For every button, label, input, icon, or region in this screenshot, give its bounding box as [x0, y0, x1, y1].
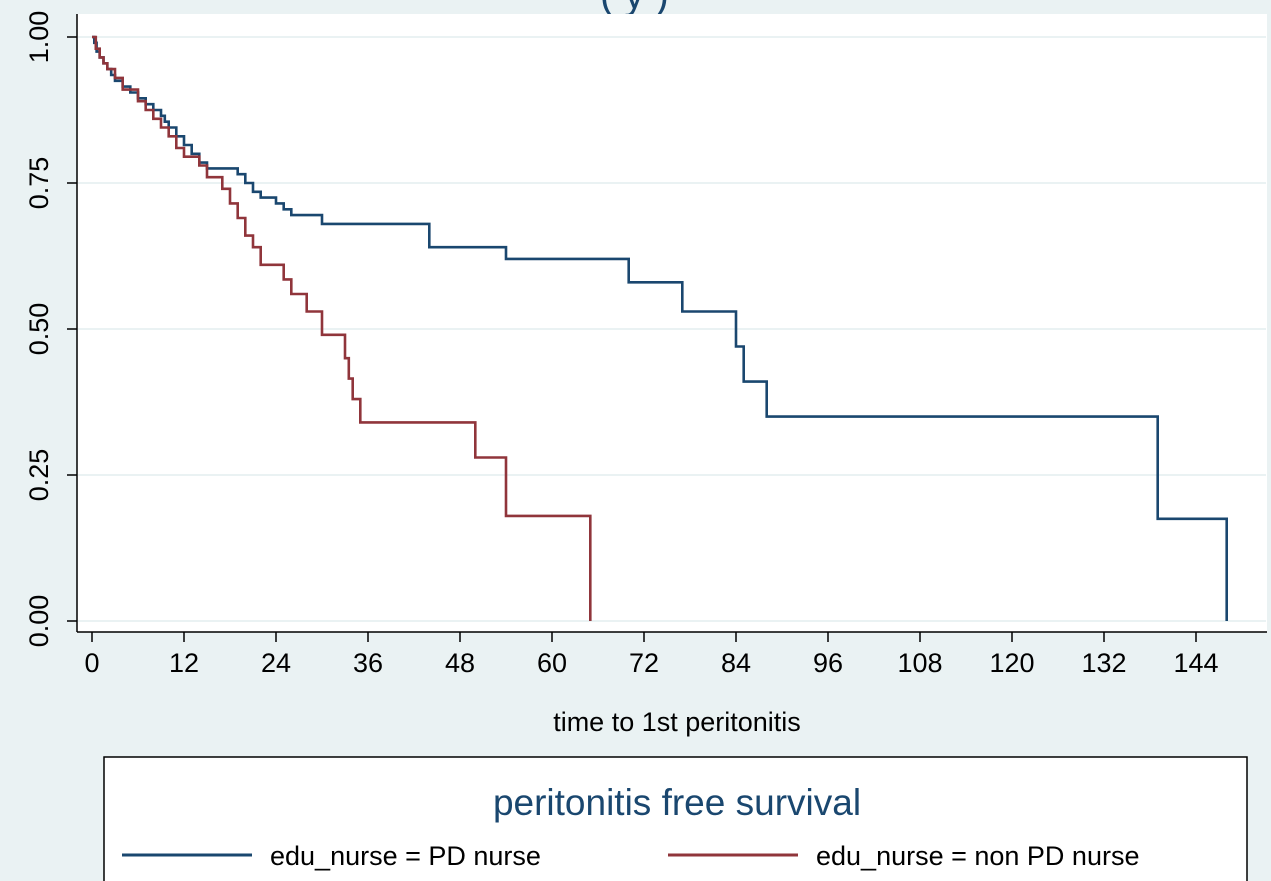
y-tick-label-0: 0.00 — [24, 595, 54, 648]
x-tick-label-9: 108 — [897, 648, 942, 678]
plot-area — [77, 14, 1267, 632]
legend-title: peritonitis free survival — [493, 782, 861, 823]
x-tick-label-7: 84 — [721, 648, 751, 678]
y-tick-label-2: 0.50 — [24, 303, 54, 356]
x-tick-label-1: 12 — [169, 648, 199, 678]
y-axis-ticks: 0.00 0.25 0.50 0.75 1.00 — [24, 11, 77, 648]
series-line-0 — [92, 35, 1228, 621]
x-tick-label-10: 120 — [989, 648, 1034, 678]
x-tick-label-3: 36 — [353, 648, 383, 678]
y-tick-label-1: 0.25 — [24, 449, 54, 502]
y-tick-label-3: 0.75 — [24, 157, 54, 210]
x-tick-label-2: 24 — [261, 648, 291, 678]
x-tick-label-11: 132 — [1081, 648, 1126, 678]
x-tick-label-4: 48 — [445, 648, 475, 678]
legend-box — [103, 756, 1248, 881]
legend-label-pd-nurse: edu_nurse = PD nurse — [270, 841, 541, 871]
x-axis-ticks: 0 12 24 36 48 60 72 84 96 108 120 132 144 — [84, 632, 1219, 678]
x-axis-title: time to 1st peritonitis — [553, 707, 801, 737]
x-tick-label-12: 144 — [1173, 648, 1218, 678]
legend-label-non-pd-nurse: edu_nurse = non PD nurse — [816, 841, 1139, 871]
survival-curves — [92, 35, 1228, 621]
x-tick-label-6: 72 — [629, 648, 659, 678]
y-tick-label-4: 1.00 — [24, 11, 54, 64]
x-tick-label-8: 96 — [813, 648, 843, 678]
chart-title-fragment: ( y ) — [600, 0, 669, 17]
series-line-1 — [92, 35, 592, 621]
x-tick-label-0: 0 — [84, 648, 99, 678]
x-tick-label-5: 60 — [537, 648, 567, 678]
grid-lines — [78, 36, 1266, 622]
